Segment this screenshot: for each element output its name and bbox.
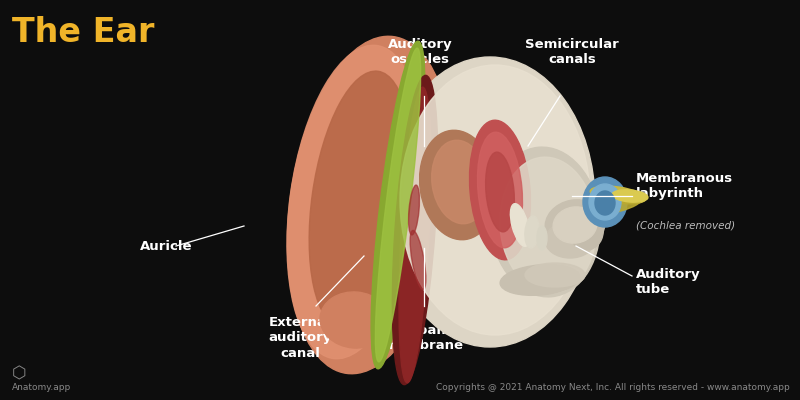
Ellipse shape <box>375 48 421 362</box>
Ellipse shape <box>553 207 597 243</box>
Ellipse shape <box>409 185 419 235</box>
Ellipse shape <box>590 186 646 204</box>
Text: Semicircular
canals: Semicircular canals <box>525 38 619 66</box>
Ellipse shape <box>490 147 600 297</box>
Ellipse shape <box>410 230 426 290</box>
Text: Anatomy.app: Anatomy.app <box>12 383 71 392</box>
Ellipse shape <box>545 222 595 258</box>
Ellipse shape <box>500 265 580 295</box>
Ellipse shape <box>419 130 497 240</box>
Ellipse shape <box>432 140 488 224</box>
Ellipse shape <box>595 191 615 215</box>
Ellipse shape <box>589 184 621 220</box>
Ellipse shape <box>309 71 411 329</box>
Ellipse shape <box>525 263 585 287</box>
Text: Auditory
ossicles: Auditory ossicles <box>388 38 452 66</box>
Text: (Cochlea removed): (Cochlea removed) <box>636 221 735 231</box>
Ellipse shape <box>612 190 648 202</box>
Text: Tympanic
membrane: Tympanic membrane <box>384 324 464 352</box>
Ellipse shape <box>371 41 425 369</box>
Ellipse shape <box>583 177 627 227</box>
Ellipse shape <box>399 87 431 383</box>
Ellipse shape <box>287 36 453 374</box>
Ellipse shape <box>320 292 390 348</box>
Ellipse shape <box>385 57 595 347</box>
Ellipse shape <box>287 45 423 359</box>
Text: Auricle: Auricle <box>140 240 193 252</box>
Ellipse shape <box>400 65 590 335</box>
Ellipse shape <box>478 132 522 248</box>
Text: The Ear: The Ear <box>12 16 154 49</box>
Text: Copyrights @ 2021 Anatomy Next, Inc. All rights reserved - www.anatomy.app: Copyrights @ 2021 Anatomy Next, Inc. All… <box>436 383 790 392</box>
Ellipse shape <box>470 120 530 260</box>
Text: External
auditory
canal: External auditory canal <box>268 316 332 360</box>
Ellipse shape <box>486 152 514 232</box>
Ellipse shape <box>510 204 530 246</box>
Text: Auditory
tube: Auditory tube <box>636 268 701 296</box>
Ellipse shape <box>598 197 642 213</box>
Text: ⬡: ⬡ <box>12 364 26 382</box>
Text: Membranous
labyrinth: Membranous labyrinth <box>636 172 733 200</box>
Ellipse shape <box>500 157 596 293</box>
Ellipse shape <box>566 206 603 250</box>
Ellipse shape <box>545 200 605 250</box>
Ellipse shape <box>525 216 539 248</box>
Ellipse shape <box>537 226 547 250</box>
Ellipse shape <box>392 75 438 385</box>
